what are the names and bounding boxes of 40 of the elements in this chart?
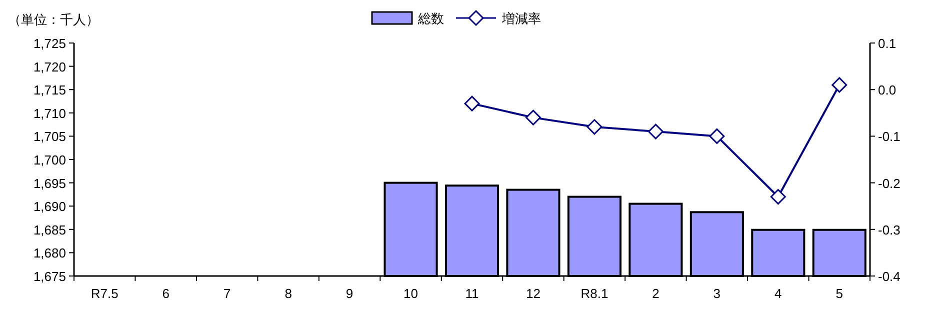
legend-label: 総数	[417, 11, 444, 26]
x-tick-label: 6	[162, 286, 170, 301]
x-tick-label: 4	[774, 286, 782, 301]
point	[648, 124, 664, 140]
y-tick-label: 1,705	[33, 129, 66, 144]
y2-tick-label: -0.2	[878, 176, 900, 191]
y2-tick-label: -0.3	[878, 222, 900, 238]
y-tick-label: 1,690	[33, 199, 66, 214]
y2-tick-label: 0.0	[878, 82, 896, 98]
y-tick-label: 1,675	[33, 269, 66, 284]
x-tick-label: 10	[404, 286, 418, 301]
y-tick-label: 1,700	[33, 152, 66, 168]
y-tick-label: 1,725	[33, 36, 66, 51]
point	[832, 77, 848, 93]
y-tick-label: 1,685	[33, 222, 66, 238]
x-tick-label: 7	[223, 286, 231, 301]
x-tick-label: 3	[713, 286, 721, 301]
text: （単位：千人）	[8, 12, 99, 27]
x-tick-label: 11	[465, 286, 479, 301]
x-tick-label: R7.5	[90, 286, 118, 301]
y-tick-label: 1,680	[33, 246, 66, 261]
x-tick-label: 9	[346, 286, 354, 301]
y-tick-label: 1,710	[33, 106, 66, 121]
y2-tick-label: -0.1	[878, 129, 900, 144]
x-tick-label: 8	[284, 286, 292, 301]
point	[709, 128, 725, 144]
point	[464, 96, 480, 112]
x-tick-label: R8.1	[580, 286, 608, 301]
point	[586, 119, 602, 135]
y2-tick-label: 0.1	[878, 36, 896, 51]
x-tick-label: 5	[836, 286, 843, 301]
point	[525, 110, 541, 126]
y2-tick-label: -0.4	[878, 269, 900, 284]
y-tick-label: 1,715	[33, 82, 66, 98]
y-tick-label: 1,720	[33, 59, 66, 74]
y-tick-label: 1,695	[33, 176, 66, 191]
x-tick-label: 2	[652, 286, 660, 301]
legend-label: 増減率	[501, 11, 541, 26]
x-tick-label: 12	[526, 286, 540, 301]
point	[770, 189, 786, 205]
